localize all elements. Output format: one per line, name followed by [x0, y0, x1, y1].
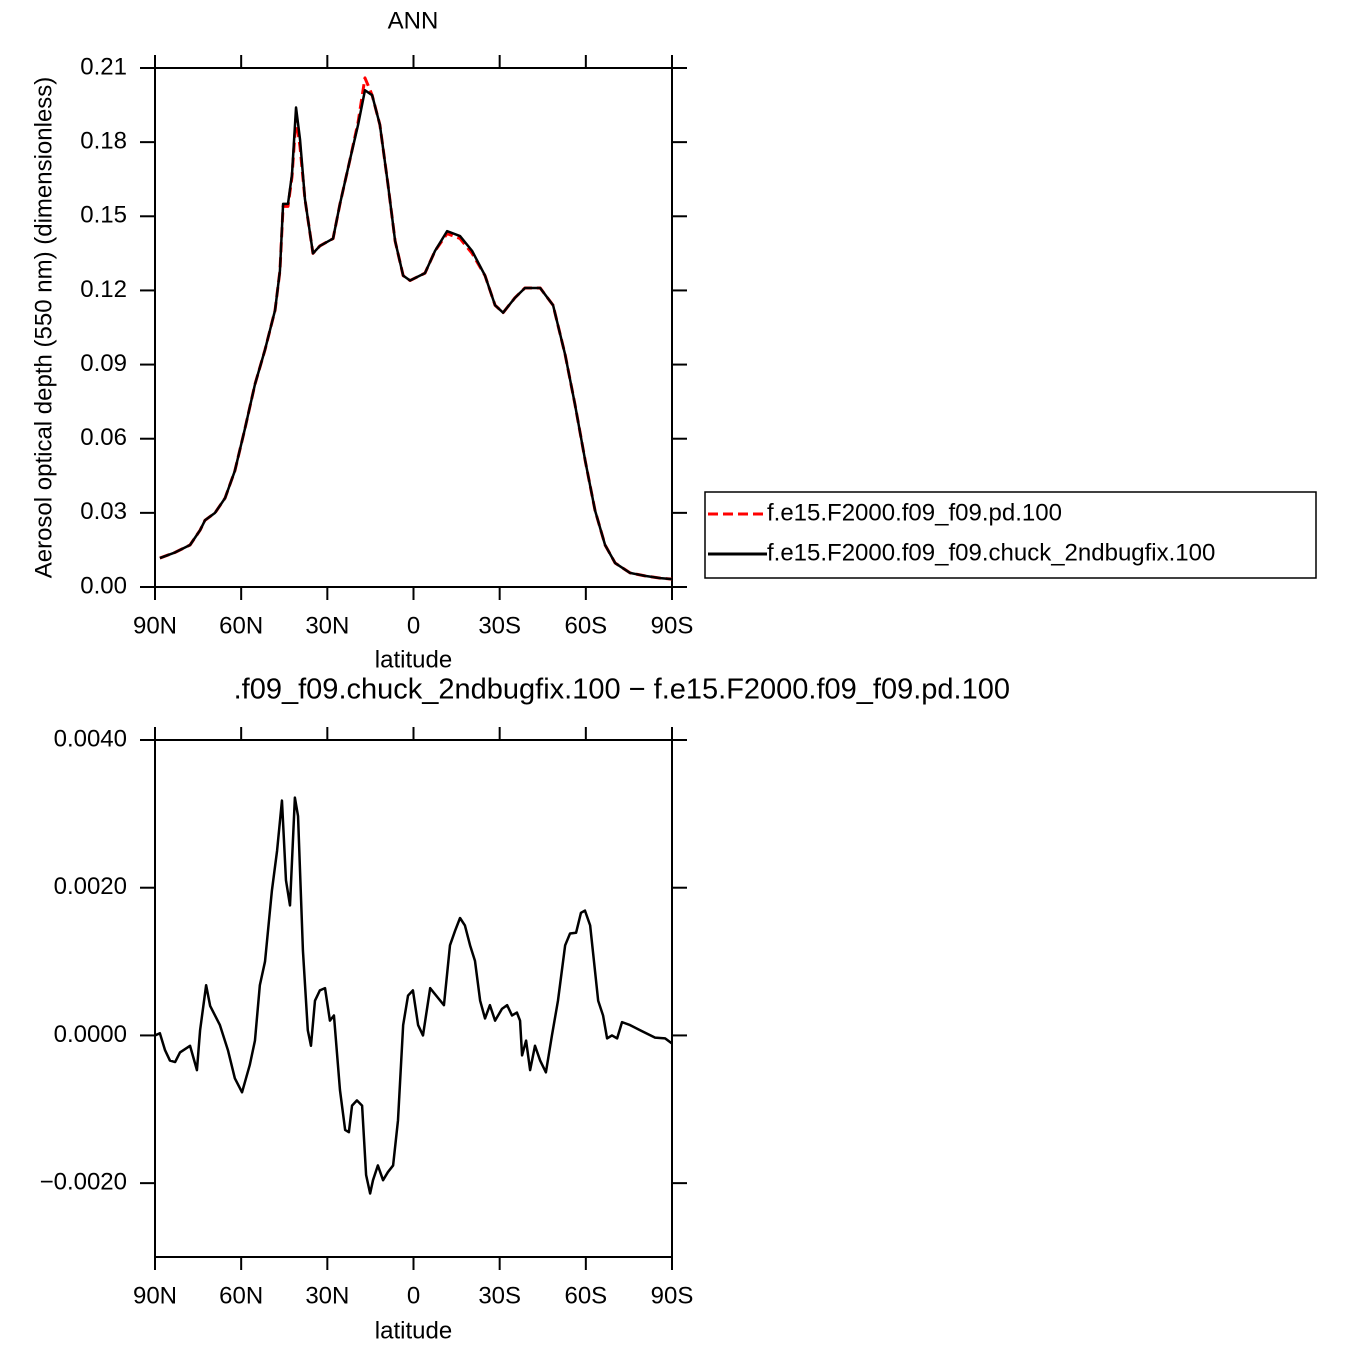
x-tick-label: 60N [219, 612, 263, 639]
x-axis-label: latitude [375, 646, 452, 673]
x-tick-label: 0 [407, 1282, 420, 1309]
chart-title: ANN [388, 7, 439, 34]
series-line [159, 88, 673, 581]
x-tick-label: 90N [133, 612, 177, 639]
y-tick-label: 0.03 [80, 498, 127, 525]
x-axis-label: latitude [375, 1317, 452, 1344]
y-tick-label: −0.0020 [40, 1168, 127, 1195]
legend-label: f.e15.F2000.f09_f09.pd.100 [767, 499, 1062, 526]
y-tick-label: 0.12 [80, 276, 127, 303]
y-tick-label: 0.18 [80, 127, 127, 154]
y-tick-label: 0.06 [80, 424, 127, 451]
series-line [154, 796, 673, 1195]
legend-label: f.e15.F2000.f09_f09.chuck_2ndbugfix.100 [767, 539, 1215, 566]
y-axis-label: Aerosol optical depth (550 nm) (dimensio… [30, 77, 57, 579]
x-tick-label: 0 [407, 612, 420, 639]
legend-box [704, 491, 1317, 579]
x-tick-label: 60S [564, 612, 607, 639]
chart-title: .f09_f09.chuck_2ndbugfix.100 − f.e15.F20… [234, 674, 1010, 706]
x-tick-label: 30S [478, 1282, 521, 1309]
y-tick-label: 0.0020 [54, 873, 127, 900]
y-tick-label: 0.09 [80, 350, 127, 377]
y-tick-label: 0.0040 [54, 725, 127, 752]
x-tick-label: 30N [305, 1282, 349, 1309]
x-tick-label: 60N [219, 1282, 263, 1309]
y-tick-label: 0.15 [80, 202, 127, 229]
x-tick-label: 90N [133, 1282, 177, 1309]
x-tick-label: 90S [651, 612, 694, 639]
x-tick-label: 90S [651, 1282, 694, 1309]
y-tick-label: 0.00 [80, 572, 127, 599]
y-tick-label: 0.0000 [54, 1021, 127, 1048]
x-tick-label: 30S [478, 612, 521, 639]
series-line [159, 76, 673, 581]
x-tick-label: 60S [564, 1282, 607, 1309]
x-tick-label: 30N [305, 612, 349, 639]
y-tick-label: 0.21 [80, 53, 127, 80]
